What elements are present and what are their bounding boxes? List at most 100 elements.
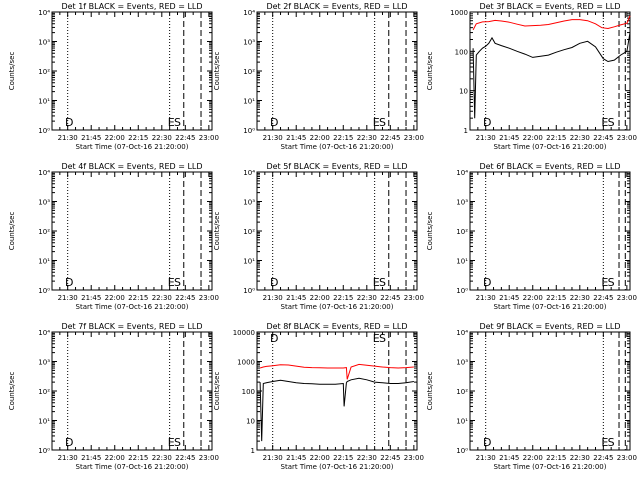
- detector-plot-6: Det 6f BLACK = Events, RED = LLD 10⁰ 10¹ 10…: [426, 162, 637, 311]
- x-tick-label: 22:30: [570, 294, 590, 302]
- y-tick-label: 10⁴: [38, 329, 50, 337]
- x-tick-label: 22:15: [128, 454, 148, 462]
- marker-letter-s: S: [174, 116, 181, 129]
- x-tick-label: 22:30: [152, 134, 172, 142]
- y-tick-label: 10³: [456, 199, 468, 207]
- x-tick-label: 22:00: [523, 294, 543, 302]
- x-axis-label: Start Time (07-Oct-16 21:20:00): [76, 143, 189, 151]
- y-tick-label: 10⁰: [38, 127, 50, 135]
- x-tick-label: 22:45: [175, 454, 195, 462]
- marker-letter-s: S: [379, 276, 386, 289]
- x-tick-label: 22:45: [593, 134, 613, 142]
- x-tick-label: 22:45: [593, 294, 613, 302]
- x-tick-label: 21:45: [81, 294, 101, 302]
- detector-plot-4: Det 4f BLACK = Events, RED = LLD 10⁰ 10¹ 10…: [8, 162, 219, 311]
- y-axis-label: Counts/sec: [426, 52, 434, 91]
- x-tick-label: 22:00: [105, 294, 125, 302]
- y-axis-label: Counts/sec: [8, 52, 16, 91]
- x-tick-label: 23:00: [617, 294, 637, 302]
- y-axis-label: Counts/sec: [213, 52, 221, 91]
- events-series-line: [472, 32, 631, 119]
- plot-title: Det 4f BLACK = Events, RED = LLD: [61, 162, 202, 171]
- marker-letter-s: S: [379, 116, 386, 129]
- x-tick-label: 22:30: [357, 134, 377, 142]
- x-tick-label: 22:15: [128, 134, 148, 142]
- x-tick-label: 21:30: [58, 454, 78, 462]
- x-tick-label: 21:30: [476, 134, 496, 142]
- y-tick-label: 10³: [243, 39, 255, 47]
- x-tick-label: 21:45: [286, 294, 306, 302]
- y-axis-label: Counts/sec: [213, 212, 221, 251]
- marker-letter-s: S: [174, 436, 181, 449]
- y-tick-label: 1: [251, 447, 255, 455]
- y-tick-label: 10¹: [38, 418, 50, 426]
- marker-letter-d: D: [270, 276, 278, 289]
- x-tick-label: 21:30: [476, 294, 496, 302]
- y-tick-label: 10⁴: [243, 9, 255, 17]
- x-tick-label: 23:00: [404, 294, 424, 302]
- y-tick-label: 10⁰: [38, 447, 50, 455]
- marker-letter-e: E: [601, 276, 608, 289]
- x-axis-label: Start Time (07-Oct-16 21:20:00): [494, 303, 607, 311]
- detector-plot-9: Det 9f BLACK = Events, RED = LLD 10⁰ 10¹ 10…: [426, 322, 637, 471]
- x-tick-label: 21:45: [286, 454, 306, 462]
- marker-letter-s: S: [608, 116, 615, 129]
- x-tick-label: 23:00: [199, 454, 219, 462]
- y-tick-label: 10³: [456, 359, 468, 367]
- x-tick-label: 22:15: [546, 294, 566, 302]
- y-tick-label: 10²: [243, 68, 255, 76]
- x-tick-label: 22:30: [152, 294, 172, 302]
- x-axis-label: Start Time (07-Oct-16 21:20:00): [281, 463, 394, 471]
- x-tick-label: 21:30: [58, 294, 78, 302]
- y-tick-label: 10²: [38, 68, 50, 76]
- y-tick-label: 10⁴: [456, 329, 468, 337]
- x-tick-label: 22:00: [310, 454, 330, 462]
- x-tick-label: 22:15: [333, 454, 353, 462]
- x-tick-label: 23:00: [404, 134, 424, 142]
- x-tick-label: 23:00: [199, 134, 219, 142]
- plot-frame: [469, 11, 631, 131]
- y-tick-label: 10⁰: [38, 287, 50, 295]
- x-tick-label: 22:15: [546, 134, 566, 142]
- plot-title: Det 3f BLACK = Events, RED = LLD: [479, 2, 620, 11]
- y-tick-label: 10⁴: [243, 169, 255, 177]
- x-tick-label: 22:00: [105, 134, 125, 142]
- marker-letter-e: E: [601, 436, 608, 449]
- x-tick-label: 22:00: [105, 454, 125, 462]
- y-tick-label: 1: [464, 127, 468, 135]
- y-axis-label: Counts/sec: [8, 372, 16, 411]
- marker-letter-s: S: [379, 332, 386, 345]
- marker-letter-s: S: [174, 276, 181, 289]
- x-tick-label: 21:30: [263, 454, 283, 462]
- x-tick-label: 22:45: [380, 454, 400, 462]
- x-tick-label: 21:30: [58, 134, 78, 142]
- y-tick-label: 10³: [38, 359, 50, 367]
- x-tick-label: 21:45: [499, 454, 519, 462]
- y-tick-label: 10⁰: [243, 287, 255, 295]
- plot-title: Det 1f BLACK = Events, RED = LLD: [61, 2, 202, 11]
- x-tick-label: 22:45: [175, 294, 195, 302]
- y-tick-label: 10¹: [38, 258, 50, 266]
- detector-plot-2: Det 2f BLACK = Events, RED = LLD 10⁰ 10¹ 10…: [213, 2, 424, 151]
- x-tick-label: 21:45: [499, 134, 519, 142]
- x-tick-label: 22:15: [546, 454, 566, 462]
- x-tick-label: 22:30: [570, 134, 590, 142]
- x-tick-label: 22:15: [333, 294, 353, 302]
- y-tick-label: 10²: [456, 388, 468, 396]
- marker-letter-s: S: [608, 436, 615, 449]
- y-tick-label: 10⁰: [456, 447, 468, 455]
- x-tick-label: 22:30: [570, 454, 590, 462]
- marker-letter-e: E: [168, 116, 175, 129]
- lld-series-line: [472, 15, 631, 31]
- x-tick-label: 23:00: [199, 294, 219, 302]
- x-axis-label: Start Time (07-Oct-16 21:20:00): [281, 143, 394, 151]
- y-tick-label: 1000: [450, 9, 468, 17]
- x-tick-label: 21:30: [263, 294, 283, 302]
- x-tick-label: 22:30: [152, 454, 172, 462]
- marker-letter-d: D: [65, 436, 73, 449]
- x-tick-label: 21:45: [499, 294, 519, 302]
- x-tick-label: 23:00: [617, 134, 637, 142]
- marker-letter-e: E: [373, 332, 380, 345]
